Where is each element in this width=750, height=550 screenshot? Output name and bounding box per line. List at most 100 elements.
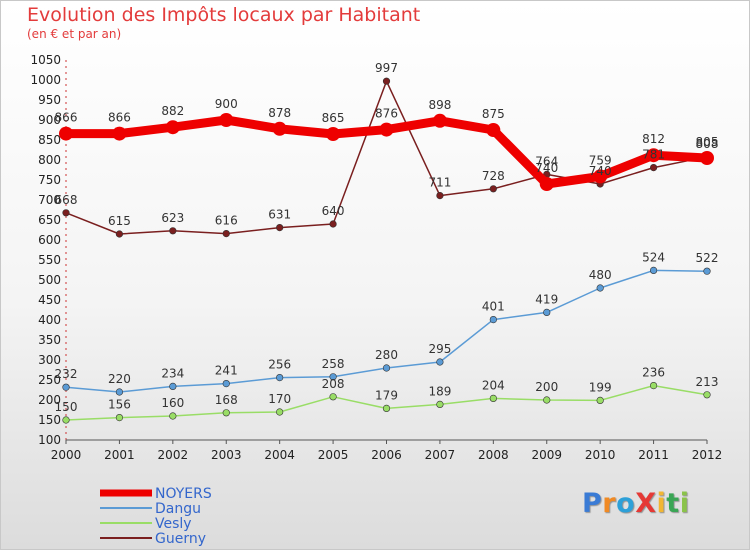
data-point-dangu	[382, 364, 391, 372]
data-point-noyers	[219, 113, 234, 127]
y-tick-label: 450	[38, 293, 61, 307]
y-tick-label: 1050	[30, 53, 61, 67]
data-point-vesly	[169, 412, 177, 420]
data-label-dangu: 256	[268, 358, 291, 372]
data-label-dangu: 258	[322, 357, 345, 371]
y-tick-label: 900	[38, 113, 61, 127]
data-label-noyers: 759	[589, 153, 612, 167]
data-label-vesly: 170	[268, 392, 291, 406]
data-label-guerny: 616	[215, 214, 238, 228]
data-label-noyers: 898	[428, 98, 451, 112]
data-label-vesly: 168	[215, 393, 238, 407]
data-label-guerny: 781	[642, 148, 665, 162]
x-tick-label: 2000	[51, 448, 82, 462]
data-point-dangu	[436, 358, 444, 366]
data-point-vesly	[596, 396, 604, 405]
data-label-guerny: 764	[535, 154, 558, 168]
data-label-guerny: 728	[482, 169, 505, 183]
data-point-dangu	[596, 284, 604, 292]
data-point-guerny	[649, 164, 658, 172]
y-tick-label: 600	[38, 233, 61, 247]
data-label-dangu: 522	[696, 251, 719, 265]
data-label-vesly: 236	[642, 366, 665, 380]
x-tick-label: 2001	[104, 448, 135, 462]
data-label-noyers: 882	[161, 104, 184, 118]
data-label-guerny: 623	[161, 211, 184, 225]
x-tick-label: 2011	[638, 448, 669, 462]
data-point-dangu	[703, 267, 711, 275]
data-point-noyers	[59, 126, 73, 141]
x-tick-label: 2004	[264, 448, 295, 462]
data-label-guerny: 631	[268, 208, 291, 222]
data-label-dangu: 280	[375, 348, 398, 362]
data-point-vesly	[329, 393, 337, 401]
y-tick-label: 250	[38, 373, 61, 387]
data-point-guerny	[115, 230, 124, 238]
data-label-vesly: 160	[161, 396, 184, 410]
data-point-guerny	[436, 192, 444, 200]
y-tick-label: 650	[38, 213, 61, 227]
y-tick-label: 150	[38, 413, 61, 427]
data-point-noyers	[593, 169, 608, 184]
data-label-guerny: 640	[322, 204, 345, 218]
data-label-dangu: 524	[642, 250, 665, 264]
data-label-noyers: 900	[215, 97, 238, 111]
data-point-guerny	[329, 220, 337, 228]
data-label-vesly: 208	[322, 377, 345, 391]
x-tick-label: 2006	[371, 448, 402, 462]
logo-letter: P	[582, 488, 603, 519]
logo-letter: o	[616, 488, 636, 519]
data-label-vesly: 156	[108, 398, 131, 412]
data-label-vesly: 204	[482, 378, 505, 392]
series-layer	[59, 77, 714, 424]
data-point-dangu	[276, 374, 284, 382]
data-point-vesly	[115, 414, 124, 422]
data-point-noyers	[165, 120, 180, 135]
y-tick-label: 350	[38, 333, 61, 347]
chart-title: Evolution des Impôts locaux par Habitant	[27, 4, 421, 26]
data-point-noyers	[432, 113, 447, 128]
data-point-vesly	[703, 391, 711, 399]
data-point-dangu	[329, 373, 337, 381]
y-tick-label: 500	[38, 273, 61, 287]
data-point-dangu	[62, 383, 70, 391]
y-tick-label: 550	[38, 253, 61, 267]
x-tick-label: 2005	[318, 448, 349, 462]
legend-label-noyers: NOYERS	[155, 486, 212, 502]
chart-subtitle: (en € et par an)	[27, 27, 122, 41]
data-point-guerny	[62, 209, 70, 217]
data-point-noyers	[539, 177, 554, 191]
data-point-vesly	[382, 404, 391, 413]
axes: 1001502002503003504004505005506006507007…	[30, 53, 722, 462]
data-point-noyers	[646, 148, 661, 163]
data-label-dangu: 480	[589, 268, 612, 282]
data-point-dangu	[489, 316, 497, 324]
data-point-vesly	[436, 400, 444, 409]
data-point-dangu	[115, 388, 124, 396]
data-label-noyers: 876	[375, 107, 398, 121]
data-label-dangu: 232	[55, 367, 78, 381]
data-label-guerny: 997	[375, 61, 398, 75]
data-label-dangu: 220	[108, 372, 131, 386]
legend-label-dangu: Dangu	[155, 501, 201, 517]
data-label-guerny: 668	[55, 193, 78, 207]
data-point-dangu	[222, 380, 230, 388]
x-tick-label: 2012	[692, 448, 723, 462]
data-label-dangu: 295	[428, 342, 451, 356]
x-tick-label: 2008	[478, 448, 509, 462]
data-point-guerny	[276, 224, 284, 232]
data-label-vesly: 189	[428, 384, 451, 398]
data-point-noyers	[486, 123, 501, 137]
data-label-guerny: 711	[428, 176, 451, 190]
data-label-dangu: 419	[535, 292, 558, 306]
data-label-noyers: 875	[482, 107, 505, 121]
data-point-guerny	[489, 185, 497, 193]
y-tick-label: 700	[38, 193, 61, 207]
data-label-noyers: 812	[642, 132, 665, 146]
data-point-noyers	[379, 122, 394, 137]
data-point-vesly	[276, 408, 284, 416]
y-tick-label: 200	[38, 393, 61, 407]
data-label-vesly: 179	[375, 388, 398, 402]
y-tick-label: 400	[38, 313, 61, 327]
